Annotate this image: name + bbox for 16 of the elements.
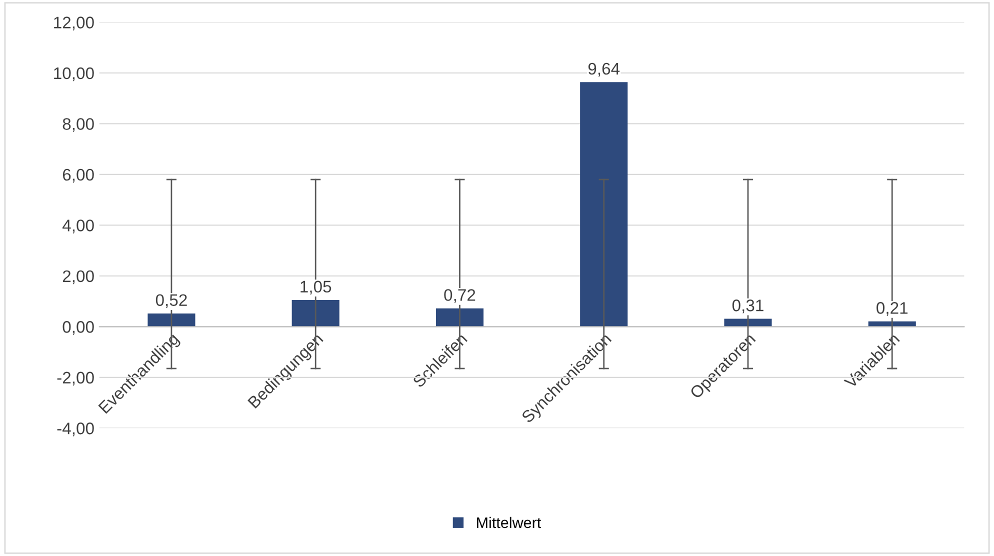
data-label: 9,64 — [588, 62, 620, 77]
legend-label: Mittelwert — [477, 516, 542, 528]
y-tick-label: 10,00 — [54, 67, 94, 82]
y-tick-label: 8,00 — [62, 118, 94, 132]
data-label: 1,05 — [300, 280, 332, 295]
y-tick-label: 2,00 — [62, 270, 94, 284]
y-tick-label: 0,00 — [62, 321, 94, 335]
data-label: 0,52 — [156, 294, 187, 308]
data-label: 0,31 — [732, 300, 764, 314]
y-tick-label: 6,00 — [62, 168, 94, 183]
y-tick-label: 12,00 — [54, 16, 94, 30]
data-label: 0,72 — [444, 289, 476, 303]
y-tick-label: 4,00 — [62, 220, 94, 234]
y-tick-label: -4,00 — [57, 422, 94, 436]
y-tick-label: -2,00 — [57, 372, 94, 386]
data-label: 0,21 — [876, 302, 908, 316]
